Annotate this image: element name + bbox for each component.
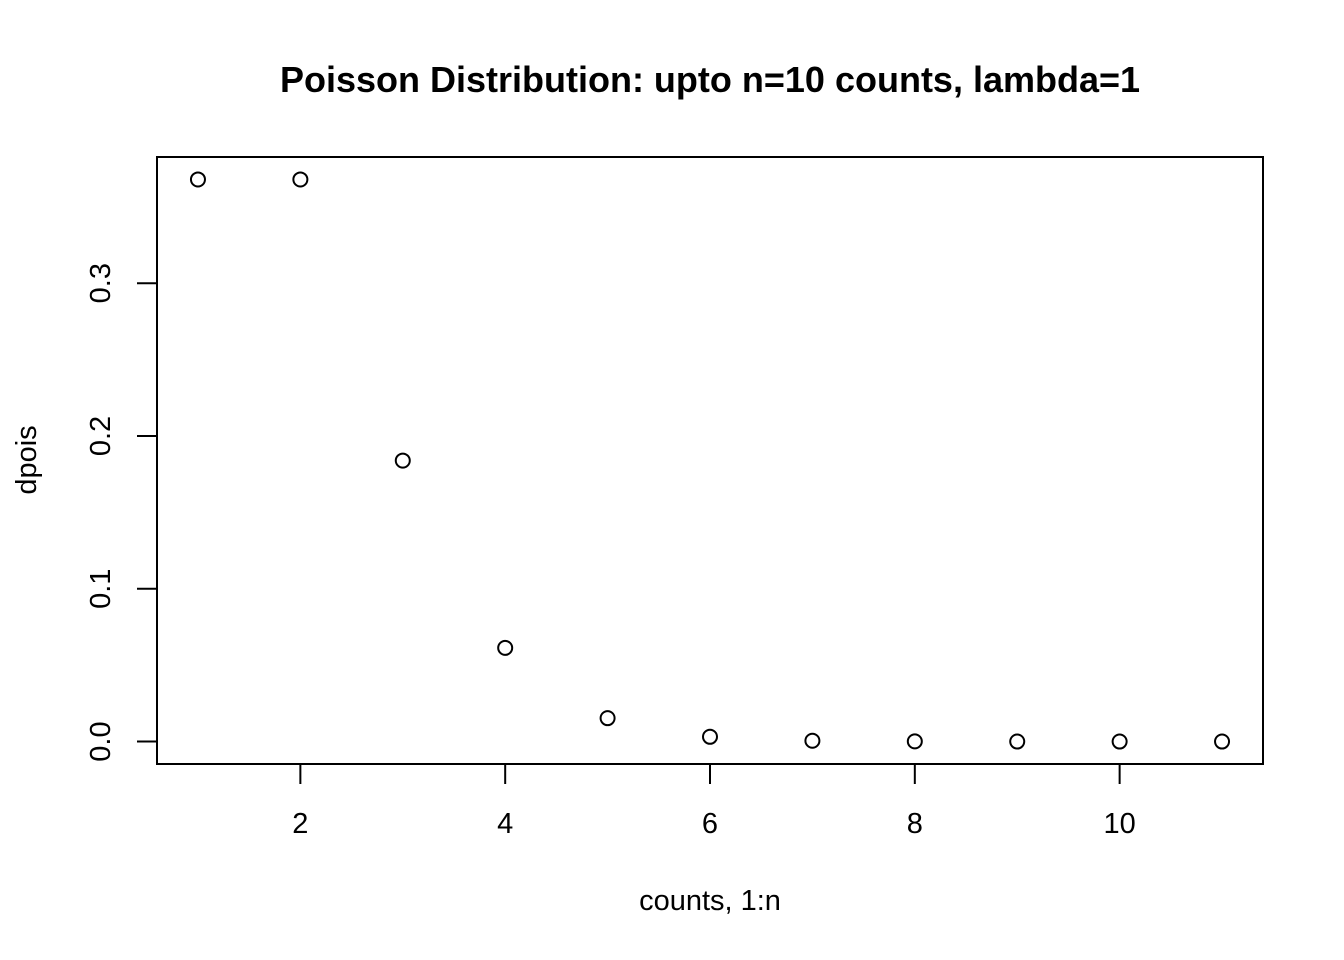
data-point (292, 171, 309, 188)
data-point (1111, 733, 1128, 750)
data-point (702, 728, 718, 745)
data-point (189, 171, 206, 188)
x-tick-label: 8 (907, 808, 923, 840)
y-axis-label: dpois (11, 425, 43, 494)
chart-title: Poisson Distribution: upto n=10 counts, … (280, 59, 1140, 100)
data-point (599, 710, 616, 727)
x-axis-label: counts, 1:n (639, 885, 781, 917)
y-tick-label: 0.1 (85, 569, 117, 609)
data-point (804, 732, 821, 749)
y-axis: 0.0 0.1 0.2 0.3 (85, 263, 158, 762)
y-tick-label: 0.3 (85, 263, 117, 303)
x-tick-label: 2 (292, 808, 308, 840)
y-tick-label: 0.0 (85, 721, 117, 761)
plot-frame (156, 156, 1264, 765)
x-axis: 2 4 6 8 10 (292, 763, 1136, 840)
y-tick-label: 0.2 (85, 416, 117, 456)
data-point (497, 639, 514, 656)
data-point (1009, 733, 1026, 750)
data-points (189, 171, 1231, 750)
data-point (394, 452, 411, 469)
data-point (906, 733, 923, 750)
x-tick-label: 4 (497, 808, 513, 840)
data-point (1214, 733, 1231, 750)
x-tick-label: 10 (1103, 808, 1135, 840)
x-tick-label: 6 (702, 808, 718, 840)
